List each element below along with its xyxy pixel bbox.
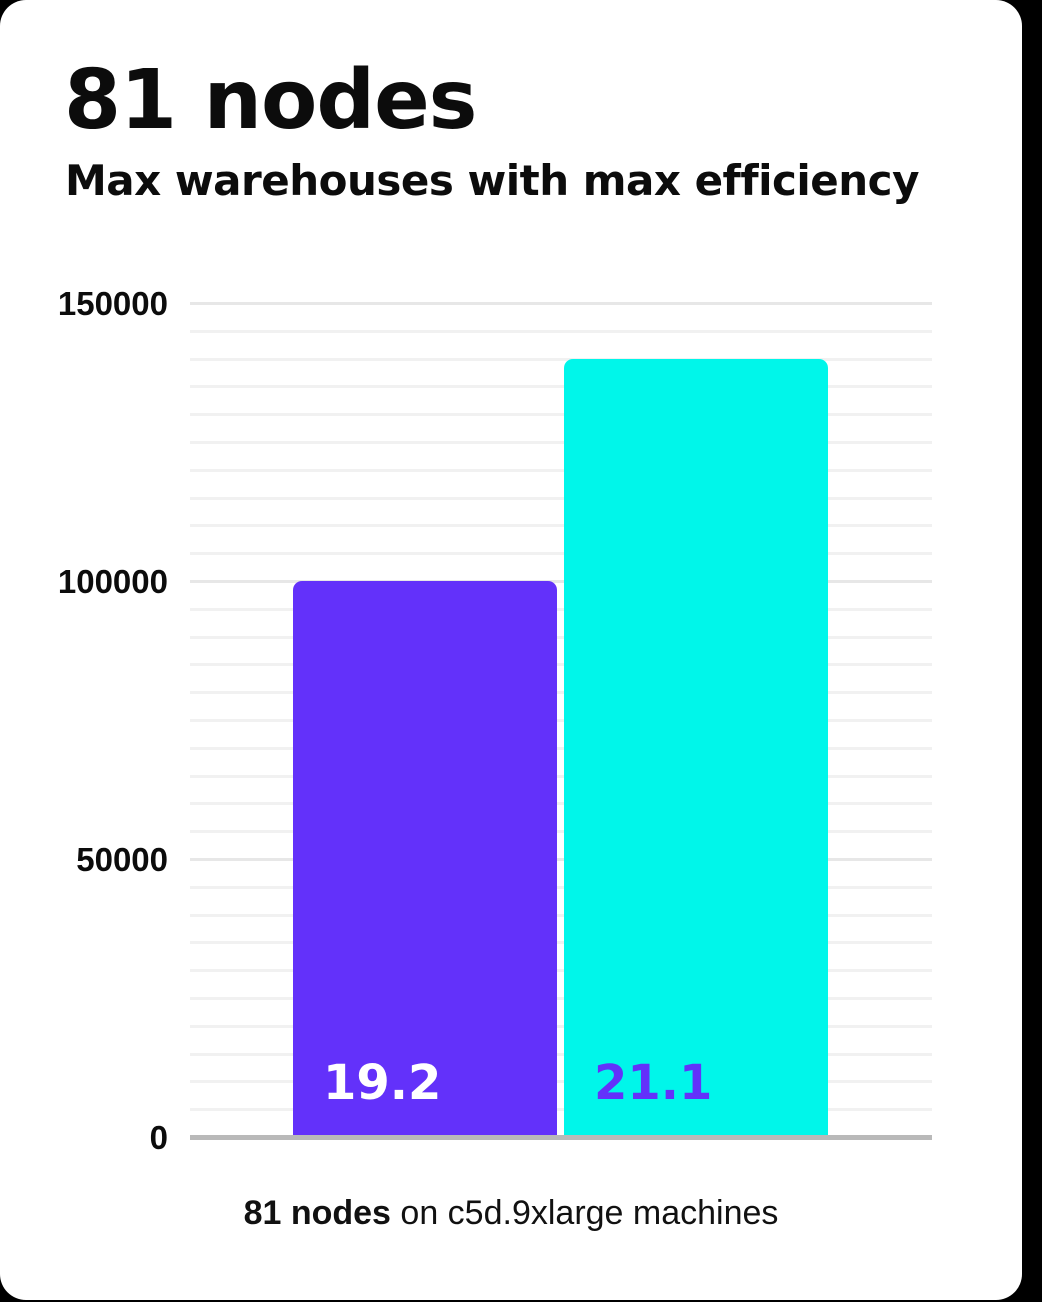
minor-gridline (190, 1052, 932, 1056)
minor-gridline (190, 441, 932, 444)
minor-gridline (190, 329, 932, 333)
minor-gridline (190, 607, 932, 611)
major-gridline (190, 302, 932, 305)
minor-gridline (190, 830, 932, 834)
minor-gridline (190, 802, 932, 806)
minor-gridline (190, 663, 932, 667)
minor-gridline (190, 1024, 932, 1028)
minor-gridline (190, 1080, 932, 1084)
chart-card: 81 nodes Max warehouses with max efficie… (0, 0, 1022, 1300)
minor-gridline (190, 941, 932, 945)
minor-gridline (190, 1108, 932, 1112)
chart-caption: 81 nodes on c5d.9xlarge machines (0, 1194, 1022, 1233)
caption-bold-text: 81 nodes (243, 1194, 391, 1232)
x-axis-line (190, 1135, 932, 1140)
caption-regular-text: on c5d.9xlarge machines (390, 1194, 779, 1232)
minor-gridline (190, 635, 932, 639)
bar-chart: 150000 100000 50000 0 19.2 21.1 (57, 285, 932, 1156)
page-title: 81 nodes (64, 53, 477, 148)
minor-gridline (190, 719, 932, 722)
minor-gridline (190, 357, 932, 361)
minor-gridline (190, 774, 932, 778)
minor-gridline (190, 496, 932, 500)
y-axis-tick-label: 150000 (57, 285, 168, 322)
bar-21.1 (564, 358, 828, 1137)
bar-value-label: 21.1 (594, 1055, 713, 1111)
minor-gridline (190, 885, 932, 889)
minor-gridline (190, 468, 932, 472)
minor-gridline (190, 413, 932, 417)
major-gridline (190, 580, 932, 583)
bar-19.2 (293, 581, 557, 1137)
page-subtitle: Max warehouses with max efficiency (65, 156, 919, 205)
y-axis-tick-label: 100000 (57, 563, 168, 600)
y-axis-tick-label: 50000 (76, 841, 168, 878)
minor-gridline (190, 691, 932, 695)
minor-gridline (190, 913, 932, 917)
y-axis-tick-label: 0 (149, 1119, 168, 1156)
minor-gridline (190, 524, 932, 528)
major-gridline (190, 858, 932, 861)
minor-gridline (190, 552, 932, 556)
bar-value-label: 19.2 (323, 1055, 442, 1111)
minor-gridline (190, 997, 932, 1000)
minor-gridline (190, 969, 932, 973)
minor-gridline (190, 385, 932, 389)
minor-gridline (190, 746, 932, 750)
